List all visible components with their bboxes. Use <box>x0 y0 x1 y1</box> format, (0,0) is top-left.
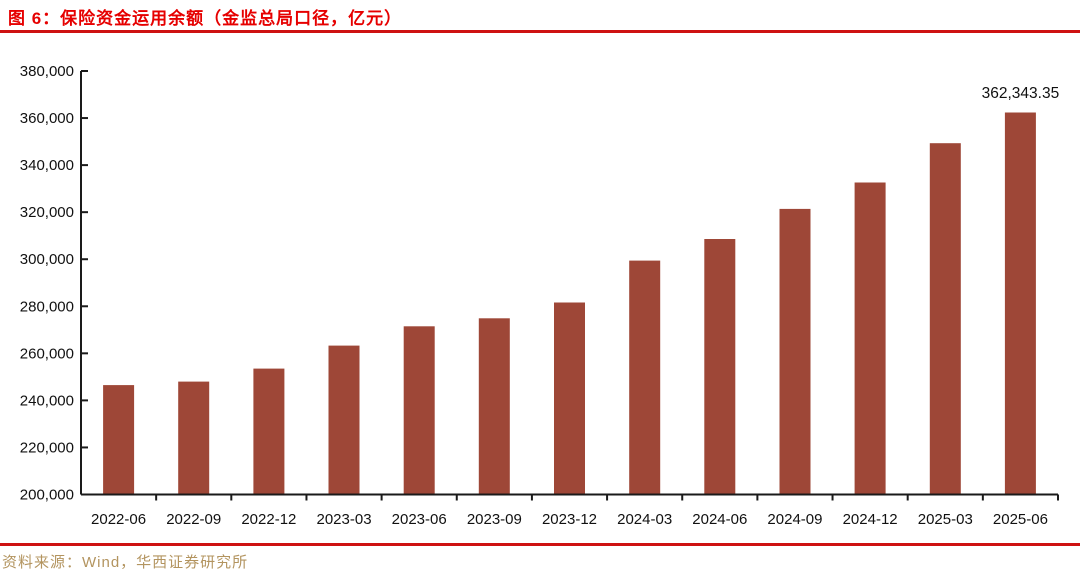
x-tick-label: 2024-09 <box>767 511 822 528</box>
y-tick-label: 240,000 <box>20 392 74 409</box>
bar-2023-06 <box>403 326 435 495</box>
bar-2022-06 <box>103 385 135 495</box>
y-tick-label: 280,000 <box>20 298 74 315</box>
source-note: 资料来源：Wind，华西证券研究所 <box>2 554 249 571</box>
x-tick-label: 2022-06 <box>91 511 146 528</box>
bar-2025-03 <box>929 143 961 495</box>
bar-2024-09 <box>779 208 811 495</box>
bar-2024-06 <box>704 239 736 495</box>
x-tick-label: 2022-09 <box>166 511 221 528</box>
bar-2023-09 <box>478 318 510 495</box>
figure-title: 图 6：保险资金运用余额（金监总局口径，亿元） <box>8 9 403 28</box>
chart-canvas: 200,000 220,000 240,000 260,000 280,000 300,0… <box>20 63 1060 528</box>
y-tick-label: 360,000 <box>20 110 74 127</box>
bar-2025-06 <box>1004 112 1036 495</box>
x-tick-label: 2023-12 <box>542 511 597 528</box>
y-tick-label: 220,000 <box>20 439 74 456</box>
bar-2023-03 <box>328 345 360 495</box>
y-tick-label: 320,000 <box>20 204 74 221</box>
x-tick-label: 2025-06 <box>993 511 1048 528</box>
x-tick-label: 2023-03 <box>317 511 372 528</box>
x-tick-label: 2025-03 <box>918 511 973 528</box>
x-tick-label: 2024-12 <box>843 511 898 528</box>
y-tick-label: 340,000 <box>20 157 74 174</box>
x-tick-label: 2023-09 <box>467 511 522 528</box>
footer-divider <box>0 543 1080 546</box>
last-bar-value-label: 362,343.35 <box>982 85 1060 102</box>
bar-2024-03 <box>629 260 661 495</box>
y-tick-label: 200,000 <box>20 487 74 504</box>
insurance-balance-bar-chart: 200,000 220,000 240,000 260,000 280,000 300,0… <box>20 63 1060 528</box>
x-tick-label: 2022-12 <box>241 511 296 528</box>
x-tick-label: 2023-06 <box>392 511 447 528</box>
y-tick-label: 300,000 <box>20 251 74 268</box>
title-underline <box>0 30 1080 33</box>
x-tick-label: 2024-06 <box>692 511 747 528</box>
bar-2024-12 <box>854 182 886 495</box>
y-tick-label: 260,000 <box>20 345 74 362</box>
bar-2022-09 <box>178 381 210 495</box>
bar-2023-12 <box>554 302 585 495</box>
y-tick-label: 380,000 <box>20 63 74 80</box>
bar-2022-12 <box>253 368 285 495</box>
x-tick-label: 2024-03 <box>617 511 672 528</box>
